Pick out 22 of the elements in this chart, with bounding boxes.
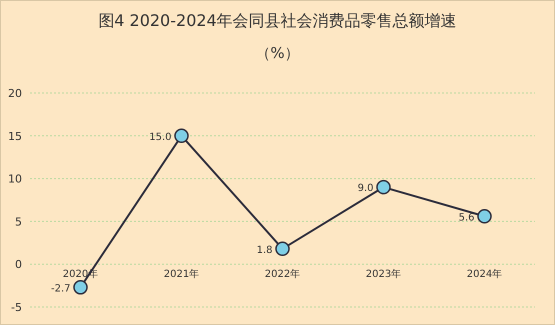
point	[73, 280, 88, 295]
point	[376, 180, 391, 194]
point	[174, 128, 189, 144]
x-tick-label: 2021年	[164, 268, 200, 280]
y-tick-label: 10	[8, 172, 22, 186]
y-tick-label: -5	[11, 301, 22, 314]
data-label: 9.0	[358, 183, 374, 194]
data-label: 15.0	[149, 132, 172, 143]
point	[477, 209, 492, 224]
point	[275, 242, 290, 256]
chart-subtitle: （%）	[255, 44, 300, 62]
data-label: 1.8	[256, 244, 272, 256]
x-tick-label: 2022年	[264, 268, 300, 280]
y-tick-label: 0	[15, 258, 22, 272]
data-label: -2.7	[50, 283, 70, 294]
y-tick-label: 20	[8, 87, 22, 100]
chart-title: 图4 2020-2024年会同县社会消费品零售总额增速	[98, 11, 457, 30]
data-label: 5.6	[458, 212, 474, 224]
y-tick-label: 5	[15, 215, 22, 228]
y-tick-label: 15	[8, 130, 22, 143]
x-tick-label: 2024年	[466, 268, 502, 280]
x-tick-label: 2023年	[366, 268, 402, 280]
